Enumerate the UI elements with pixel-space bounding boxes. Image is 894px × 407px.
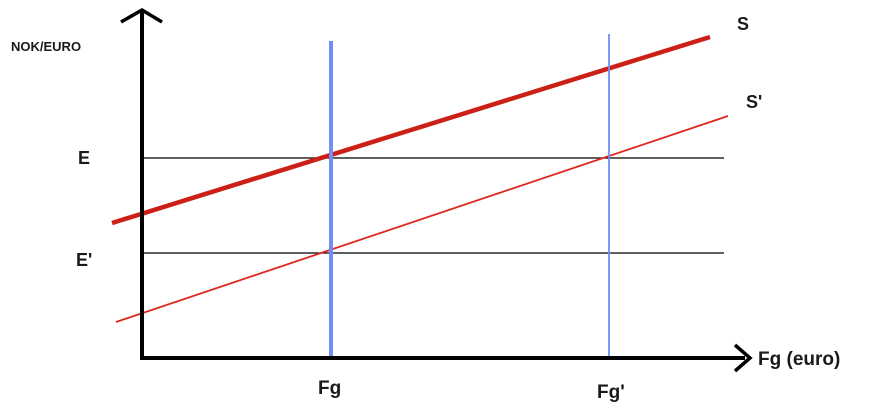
quantity-label-fg: Fg: [318, 378, 341, 399]
x-axis-arrow-icon: [733, 343, 753, 373]
quantity-label-fg-prime: Fg': [597, 382, 625, 403]
curve-label-s: S: [737, 14, 749, 34]
x-axis-label: Fg (euro): [758, 349, 840, 370]
y-axis-label: NOK/EURO: [11, 39, 81, 54]
curve-label-s-prime: S': [746, 92, 762, 112]
supply-curve-s-prime: [115, 115, 729, 323]
level-label-e: E: [78, 148, 90, 168]
level-label-e-prime: E': [76, 250, 92, 270]
supply-curve-s: [111, 34, 711, 226]
y-axis-arrow-icon: [120, 7, 163, 24]
